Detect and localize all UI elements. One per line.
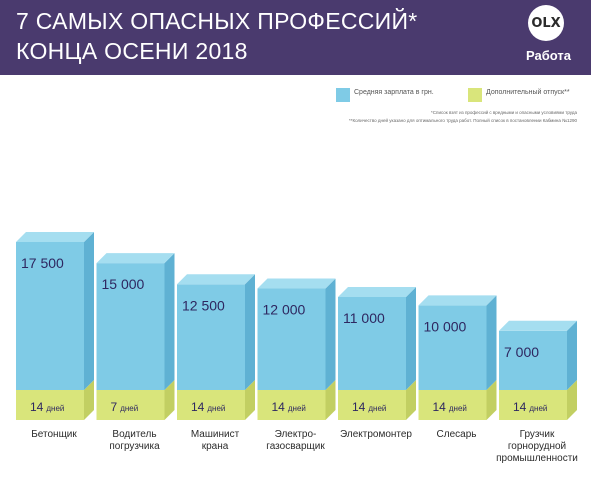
category-label-1-0: Водитель [112,429,156,440]
salary-bar-3 [257,288,326,390]
category-label-2-1: крана [202,441,229,452]
salary-bar-top-3 [257,278,336,289]
title-line-1: 7 САМЫХ ОПАСНЫХ ПРОФЕССИЙ* [16,8,418,34]
salary-label-2: 12 500 [182,297,225,313]
salary-label-3: 12 000 [263,302,306,318]
vacation-label-4: 14 дней [352,400,386,414]
salary-bar-4 [338,296,406,390]
vacation-label-5: 14 дней [433,400,467,414]
category-label-4-0: Электромонтер [340,429,412,440]
salary-label-1: 15 000 [102,276,145,292]
vacation-unit-6: дней [529,404,547,413]
vacation-bar-side-5 [486,380,497,420]
salary-bar-side-3 [325,278,336,390]
vacation-bar-5 [418,390,487,420]
category-label-6-1: горнорудной [508,441,566,452]
category-label-2-0: Машинист [191,429,240,440]
salary-bar-2 [177,284,245,390]
legend-label-vacation: Дополнительный отпуск** [486,89,570,96]
vacation-bar-1 [96,390,165,420]
category-label-1-1: погрузчика [109,441,160,452]
category-label-3-1: газосварщик [266,441,325,452]
salary-bar-top-1 [96,253,175,264]
salary-bar-side-1 [164,253,175,390]
legend-swatch-salary [336,88,350,102]
vacation-label-2: 14 дней [191,400,225,414]
vacation-label-3: 14 дней [272,400,306,414]
vacation-bar-side-4 [406,380,416,420]
vacation-bar-side-1 [164,380,175,420]
salary-bar-top-5 [418,295,497,306]
vacation-label-6: 14 дней [513,400,547,414]
title-line-2: КОНЦА ОСЕНИ 2018 [16,38,248,64]
footnote-2: **Количество дней указано для оптимально… [349,118,577,123]
header-banner: 7 САМЫХ ОПАСНЫХ ПРОФЕССИЙ* КОНЦА ОСЕНИ 2… [0,0,591,75]
category-label-6-0: Грузчик [520,429,555,440]
vacation-unit-1: дней [120,404,138,413]
vacation-bar-3 [257,390,326,420]
salary-bar-5 [418,305,487,390]
salary-label-5: 10 000 [424,318,467,334]
vacation-bar-2 [177,390,245,420]
vacation-unit-4: дней [368,404,386,413]
salary-bar-top-6 [499,320,577,331]
category-label-3-0: Электро- [275,429,317,440]
vacation-bar-side-0 [84,380,94,420]
vacation-unit-3: дней [288,404,306,413]
salary-label-0: 17 500 [21,255,64,271]
vacation-bar-4 [338,390,406,420]
category-label-5-0: Слесарь [437,429,477,440]
logo-text: Работа [526,48,571,63]
legend-label-salary: Средняя зарплата в грн. [354,89,434,96]
salary-label-6: 7 000 [504,344,539,360]
salary-bar-0 [16,242,84,390]
olx-logo-icon: OLX [528,5,564,41]
vacation-unit-0: дней [46,404,64,413]
salary-bar-top-0 [16,232,94,242]
salary-label-4: 11 000 [343,310,385,326]
salary-bar-side-6 [567,320,577,390]
salary-bar-side-4 [406,286,416,390]
salary-bar-side-2 [245,274,255,390]
salary-bar-side-0 [84,232,94,390]
vacation-bar-side-2 [245,380,255,420]
salary-bar-side-5 [486,295,497,390]
vacation-bar-0 [16,390,84,420]
salary-bar-top-2 [177,274,255,285]
salary-bar-1 [96,263,165,390]
category-label-6-2: промышленности [496,453,578,464]
salary-bar-top-4 [338,286,416,297]
footnote-1: *Список взят из профессий с вредными и о… [431,110,577,115]
category-label-0-0: Бетонщик [31,429,77,440]
legend-swatch-vacation [468,88,482,102]
salary-bar-6 [499,330,567,390]
vacation-unit-5: дней [449,404,467,413]
vacation-bar-side-3 [325,380,336,420]
vacation-label-0: 14 дней [30,400,64,414]
vacation-unit-2: дней [207,404,225,413]
vacation-bar-6 [499,390,567,420]
vacation-bar-side-6 [567,380,577,420]
